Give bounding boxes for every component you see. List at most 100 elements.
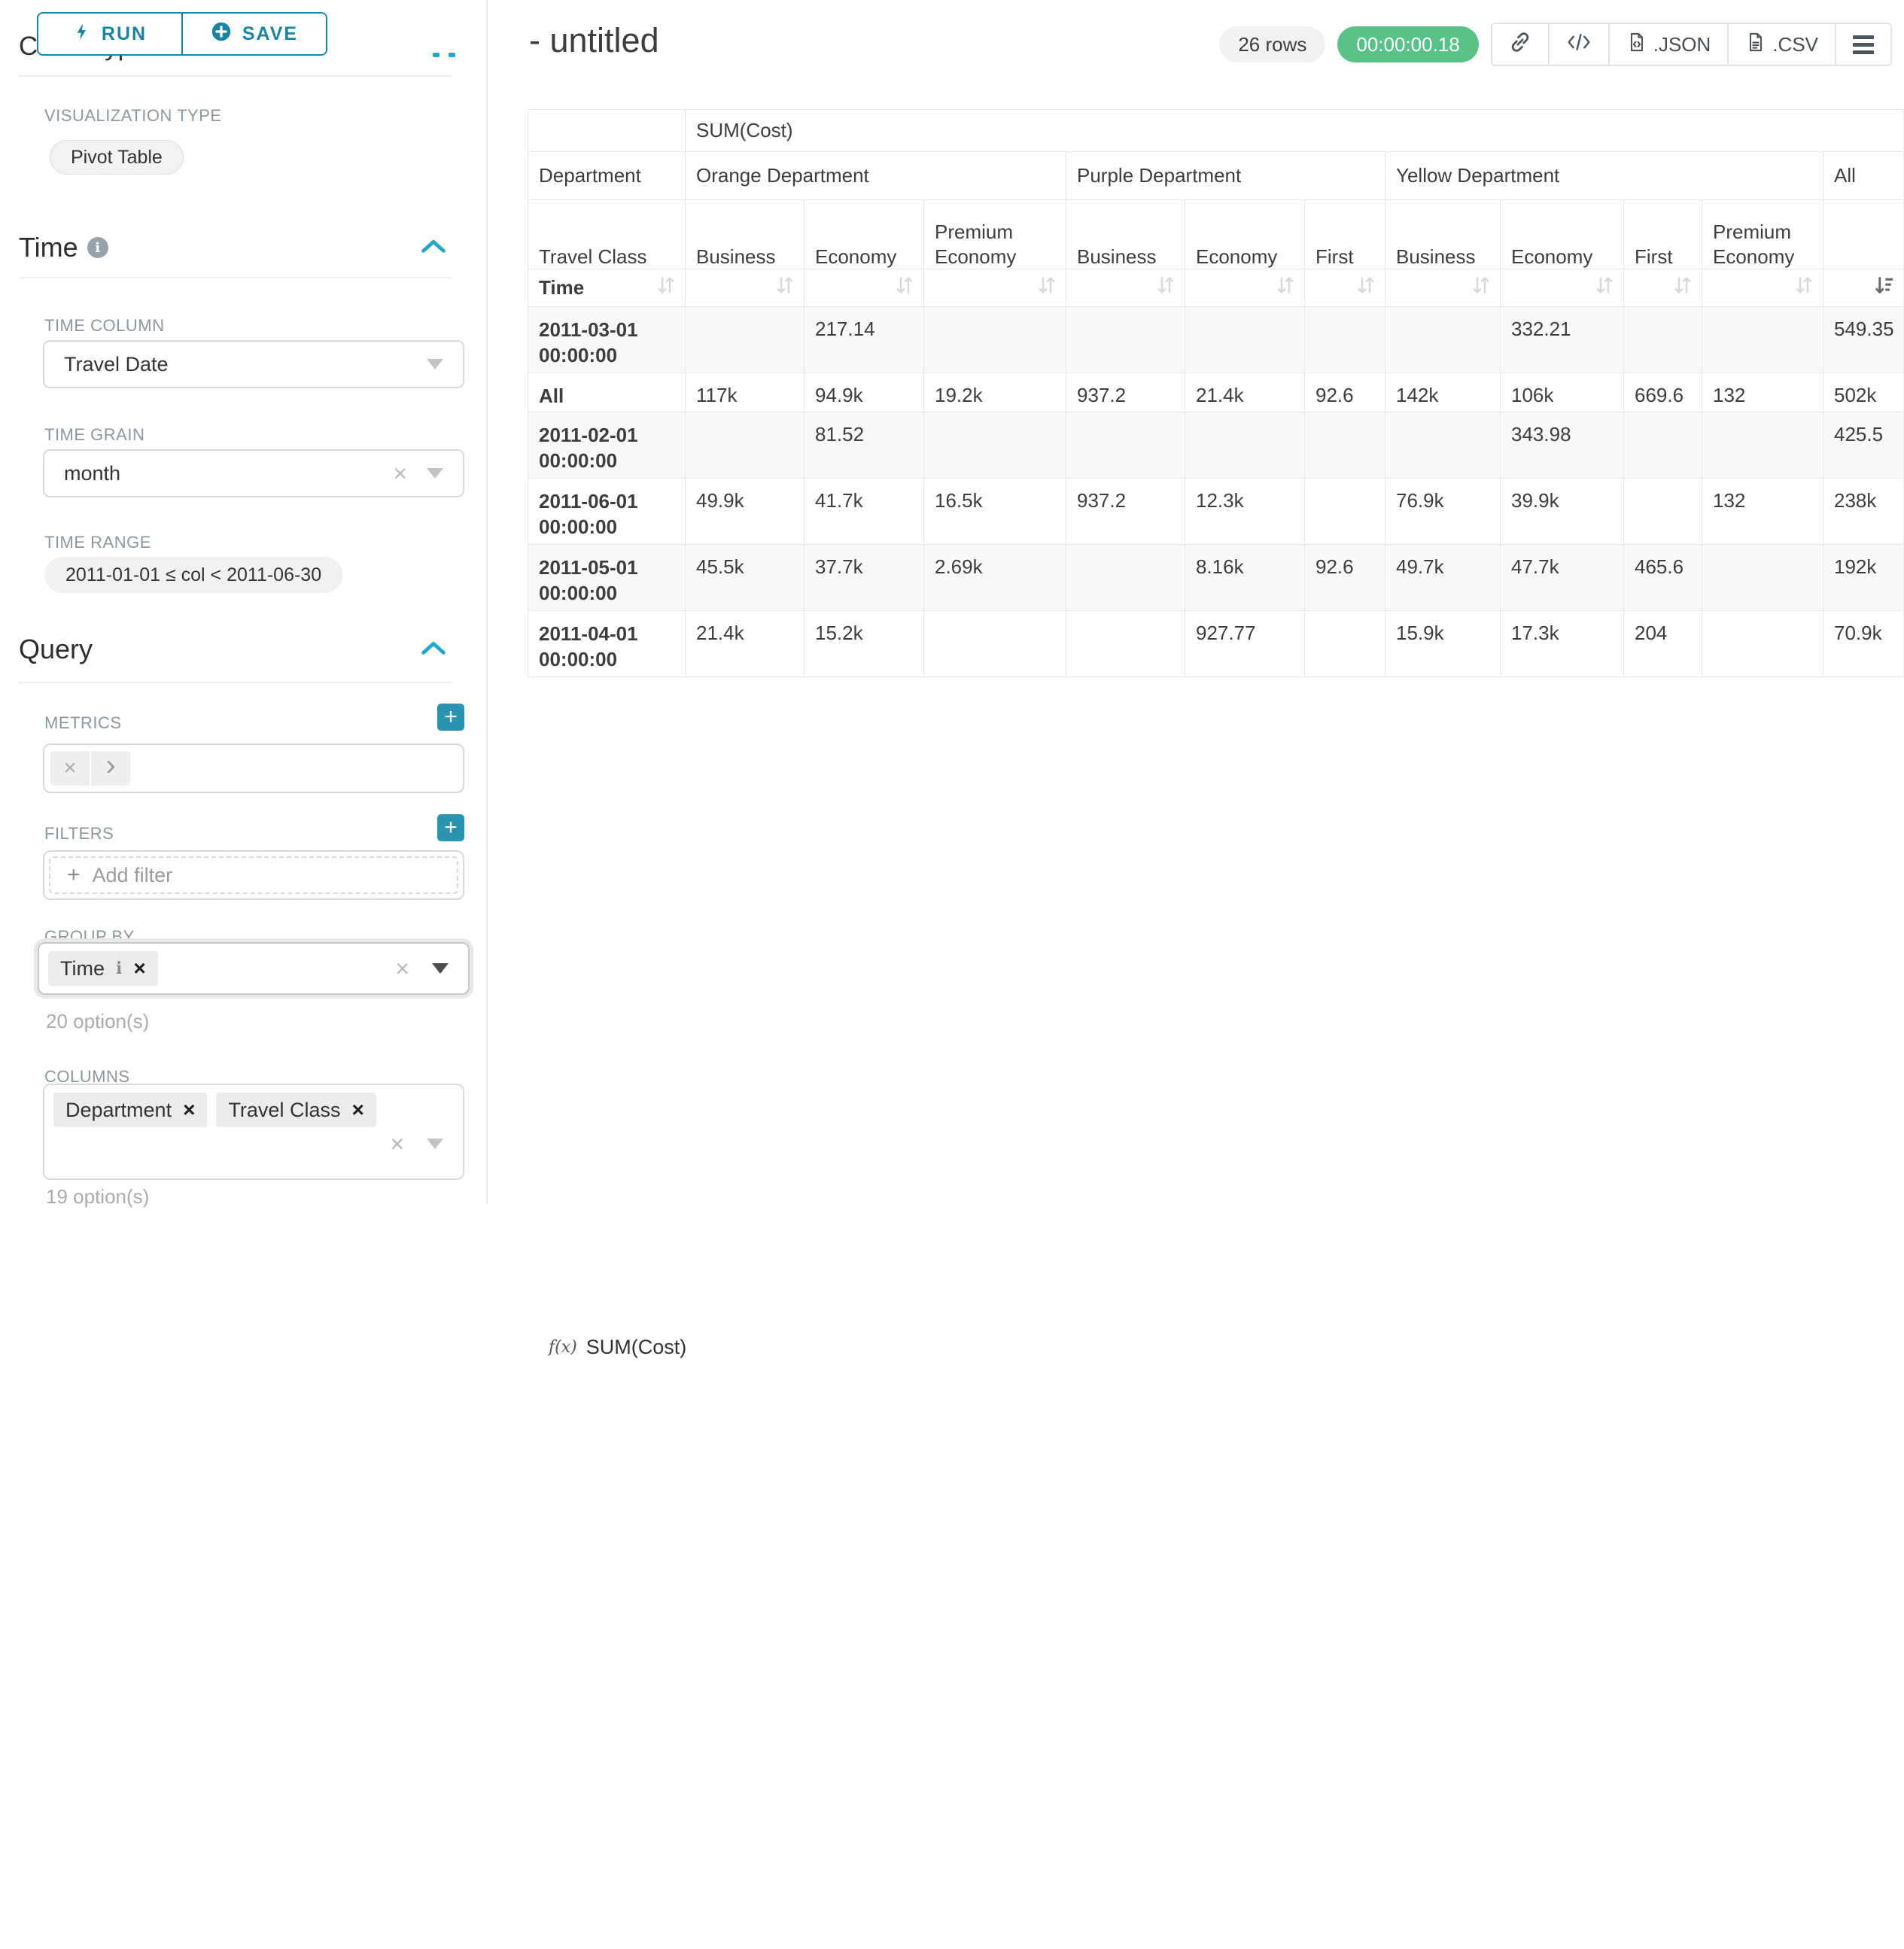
columns-tag[interactable]: Travel Class × — [216, 1093, 376, 1127]
copy-link-button[interactable] — [1492, 24, 1548, 65]
pivot-cell: 502k — [1823, 373, 1904, 412]
pivot-cell: 17.3k — [1501, 611, 1624, 677]
clipped-icon-dot — [433, 53, 440, 57]
sort-icon[interactable] — [1355, 274, 1377, 302]
sort-icon[interactable] — [655, 274, 677, 302]
time-section-header: Time i — [19, 232, 463, 263]
pivot-cell: 92.6 — [1305, 373, 1385, 412]
pivot-cell: 76.9k — [1385, 479, 1501, 545]
sort-icon[interactable] — [1671, 274, 1694, 302]
time-range-chip[interactable]: 2011-01-01 ≤ col < 2011-06-30 — [44, 557, 342, 593]
pivot-cell — [1066, 412, 1185, 479]
remove-tag-icon[interactable]: × — [183, 1098, 195, 1122]
lightning-icon — [73, 20, 91, 48]
query-section-title: Query — [19, 634, 93, 665]
export-csv-button[interactable]: .CSV — [1727, 24, 1835, 65]
remove-tag-icon[interactable]: × — [351, 1098, 363, 1122]
sort-icon[interactable] — [774, 274, 796, 302]
sort-icon[interactable] — [1593, 274, 1616, 302]
clear-icon[interactable]: × — [395, 956, 409, 981]
filters-control: + Add filter — [43, 850, 464, 900]
column-sort-header[interactable] — [1501, 269, 1624, 307]
group-by-options-hint: 20 option(s) — [46, 1010, 149, 1033]
column-sort-header[interactable] — [1823, 269, 1904, 307]
group-by-select[interactable]: Time i × × — [38, 942, 470, 995]
menu-button[interactable] — [1835, 24, 1890, 65]
time-section-title: Time — [19, 232, 78, 263]
save-button[interactable]: SAVE — [181, 14, 326, 54]
row-label: 2011-04-01 00:00:00 — [528, 611, 686, 677]
column-sort-header[interactable] — [924, 269, 1066, 307]
travel-class-header — [1823, 200, 1904, 269]
export-csv-label: .CSV — [1772, 33, 1818, 56]
sort-desc-icon[interactable] — [1873, 274, 1896, 302]
pivot-cell — [1702, 307, 1823, 373]
add-filter-button[interactable]: + Add filter — [49, 856, 458, 894]
column-sort-header[interactable] — [1385, 269, 1501, 307]
remove-metric-icon[interactable]: × — [50, 751, 90, 786]
row-label: 2011-05-01 00:00:00 — [528, 545, 686, 611]
column-sort-header[interactable] — [1702, 269, 1823, 307]
sort-icon[interactable] — [893, 274, 916, 302]
pivot-cell: 39.9k — [1501, 479, 1624, 545]
pivot-cell: 465.6 — [1624, 545, 1702, 611]
viz-type-chip[interactable]: Pivot Table — [50, 140, 184, 175]
control-panel: Chart Type RUN SAVE VISUALIZATION TYPE P… — [0, 0, 488, 1204]
query-section-header: Query — [19, 634, 463, 665]
add-metric-button[interactable]: + — [437, 704, 464, 731]
run-button[interactable]: RUN — [38, 14, 181, 54]
travel-class-header: Business — [1066, 200, 1185, 269]
chart-title: - untitled — [529, 21, 659, 60]
metric-control: × f(x) SUM(Cost) › — [43, 743, 464, 793]
pivot-cell: 937.2 — [1066, 479, 1185, 545]
columns-tag-label: Department — [65, 1099, 172, 1122]
divider — [19, 75, 452, 77]
hamburger-icon — [1853, 35, 1874, 54]
pivot-cell: 192k — [1823, 545, 1904, 611]
remove-tag-icon[interactable]: × — [133, 956, 145, 981]
sort-icon[interactable] — [1154, 274, 1177, 302]
clipped-icon-dot — [449, 53, 455, 57]
time-grain-select[interactable]: month × — [43, 449, 464, 497]
column-group-header: Purple Department — [1066, 152, 1385, 200]
pivot-cell: 204 — [1624, 611, 1702, 677]
pivot-cell: 12.3k — [1185, 479, 1305, 545]
caret-down-icon — [427, 359, 443, 369]
chart-area: - untitled 26 rows 00:00:00.18 — [489, 0, 1904, 1204]
travel-class-header: First — [1305, 200, 1385, 269]
sort-icon[interactable] — [1274, 274, 1297, 302]
sort-icon[interactable] — [1470, 274, 1492, 302]
pivot-cell: 927.77 — [1185, 611, 1305, 677]
sort-icon[interactable] — [1793, 274, 1815, 302]
group-by-tag[interactable]: Time i × — [48, 951, 158, 986]
travel-class-header: Economy — [1501, 200, 1624, 269]
pivot-cell: 45.5k — [686, 545, 804, 611]
file-icon — [1745, 31, 1766, 59]
column-sort-header[interactable] — [1624, 269, 1702, 307]
table-row: 2011-02-01 00:00:0081.52343.98425.5 — [528, 412, 1904, 479]
column-sort-header[interactable] — [1305, 269, 1385, 307]
chevron-right-icon[interactable]: › — [91, 751, 130, 786]
pivot-cell: 332.21 — [1501, 307, 1624, 373]
sort-icon[interactable] — [1036, 274, 1058, 302]
chevron-up-icon[interactable] — [421, 640, 446, 659]
pivot-cell: 132 — [1702, 373, 1823, 412]
embed-code-button[interactable] — [1548, 24, 1608, 65]
pivot-table: SUM(Cost)DepartmentOrange DepartmentPurp… — [528, 109, 1904, 677]
columns-tag[interactable]: Department × — [53, 1093, 207, 1127]
add-filter-plus-button[interactable]: + — [437, 814, 464, 841]
column-sort-header[interactable] — [804, 269, 924, 307]
chevron-up-icon[interactable] — [421, 239, 446, 257]
pivot-cell — [1185, 412, 1305, 479]
pivot-cell: 217.14 — [804, 307, 924, 373]
time-sort-header[interactable]: Time — [528, 269, 686, 307]
clear-icon[interactable]: × — [390, 1132, 404, 1156]
column-sort-header[interactable] — [686, 269, 804, 307]
export-json-button[interactable]: .JSON — [1608, 24, 1728, 65]
clear-icon[interactable]: × — [393, 461, 407, 485]
export-button-group: .JSON .CSV — [1491, 23, 1892, 66]
time-column-select[interactable]: Travel Date — [43, 340, 464, 388]
columns-select[interactable]: Department × Travel Class × × — [43, 1084, 464, 1180]
column-sort-header[interactable] — [1066, 269, 1185, 307]
column-sort-header[interactable] — [1185, 269, 1305, 307]
